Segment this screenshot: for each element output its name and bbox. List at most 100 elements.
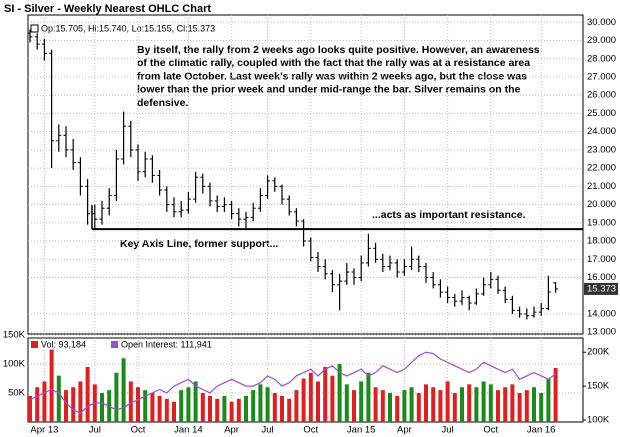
y-tick-label: 24.000 — [587, 126, 616, 137]
volume-bar — [395, 395, 400, 422]
volume-bar — [366, 372, 371, 422]
y-tick-label: 28.000 — [587, 53, 616, 64]
volume-bar — [452, 393, 457, 422]
x-tick-label: Jan 15 — [347, 425, 376, 436]
volume-bar — [208, 395, 212, 422]
volume-bar — [316, 381, 320, 422]
legend-swatch — [30, 24, 39, 33]
volume-bar — [344, 384, 349, 422]
y2-tick-label: 100K — [587, 414, 610, 425]
y-tick-label: 25.000 — [587, 108, 616, 119]
volume-bar — [359, 381, 364, 422]
y2-tick-label: 200K — [587, 347, 610, 358]
legend-swatch — [111, 341, 118, 348]
x-tick-label: Jan 16 — [527, 425, 556, 436]
volume-bar — [42, 381, 47, 422]
volume-bar — [28, 395, 32, 422]
volume-bar — [287, 398, 292, 422]
oi-line — [29, 351, 556, 414]
ohlc-legend: Op:15.705, Hi:15.740, Lo:15.155, Cl:15.3… — [41, 23, 215, 33]
volume-bar — [539, 393, 544, 422]
x-tick-label: Apr — [224, 425, 239, 436]
y-tick-label: 19.000 — [587, 217, 616, 228]
volume-bar — [229, 401, 234, 422]
volume-bar — [222, 395, 227, 422]
y-tick-label: 100K — [3, 359, 26, 370]
x-tick-label: Jul — [89, 425, 101, 436]
y-tick-label: 30.000 — [587, 17, 616, 28]
y-tick-label: 20.000 — [587, 199, 616, 210]
annotation-line: defensive. — [137, 97, 188, 109]
volume-bar — [352, 390, 356, 422]
y-tick-label: 29.000 — [587, 35, 616, 46]
y-tick-label: 21.000 — [587, 181, 616, 192]
support-note: Key Axis Line, former support... — [120, 238, 278, 250]
volume-bar — [258, 384, 263, 422]
volume-bar — [49, 349, 54, 422]
y-tick-label: 14.000 — [587, 308, 616, 319]
volume-bar — [85, 366, 90, 422]
volume-bar — [143, 390, 148, 422]
volume-bar — [517, 393, 522, 422]
annotation: By itself, the rally from 2 weeks ago lo… — [137, 44, 540, 109]
volume-bar — [172, 401, 176, 422]
volume-bar — [424, 384, 428, 422]
volume-bar — [64, 390, 68, 422]
volume-bar — [215, 398, 220, 422]
y-tick-label: 13.000 — [587, 327, 616, 338]
volume-bar — [280, 395, 284, 422]
volume-bar — [236, 398, 241, 422]
annotation-line: By itself, the rally from 2 weeks ago lo… — [137, 44, 540, 56]
volume-bar — [150, 393, 155, 422]
y-tick-label: 17.000 — [587, 254, 616, 265]
volume-bar — [186, 387, 191, 422]
volume-bar — [265, 387, 270, 422]
volume-bar — [114, 372, 119, 422]
volume-bar — [71, 387, 76, 422]
volume-bar — [157, 395, 162, 422]
y-tick-label: 16.000 — [587, 272, 616, 283]
x-tick-label: Jul — [262, 425, 274, 436]
volume-bar — [438, 390, 443, 422]
volume-bar — [388, 393, 392, 422]
volume-bar — [100, 393, 104, 422]
x-tick-label: Apr 13 — [30, 425, 58, 436]
volume-bar — [402, 390, 407, 422]
volume-bar — [323, 366, 328, 422]
x-tick-label: Jan 14 — [174, 425, 203, 436]
y-tick-label: 26.000 — [587, 90, 616, 101]
volume-bar — [488, 384, 493, 422]
volume-bar — [474, 387, 479, 422]
volume-bar — [78, 381, 83, 422]
volume-bar — [481, 381, 486, 422]
volume-bar — [244, 395, 248, 422]
volume-bar — [121, 358, 126, 422]
annotation-line: from late October. Last week’s rally was… — [137, 70, 527, 82]
volume-bar — [546, 378, 551, 422]
x-tick-label: Oct — [303, 425, 318, 436]
volume-bar — [337, 364, 342, 422]
last-price: 15.373 — [587, 283, 616, 294]
y-tick-label: 150K — [3, 330, 26, 341]
volume-bar — [416, 393, 421, 422]
volume-bar — [179, 390, 184, 422]
volume-bar — [193, 381, 198, 422]
volume-bar — [553, 368, 558, 422]
y-tick-label: 27.000 — [587, 71, 616, 82]
volume-bar — [56, 375, 61, 422]
volume-bar — [460, 387, 464, 422]
volume-bar — [308, 372, 313, 422]
y2-tick-label: 150K — [587, 381, 610, 392]
x-tick-label: Oct — [483, 425, 498, 436]
x-tick-label: Oct — [131, 425, 146, 436]
volume-bar — [445, 381, 450, 422]
volume-bar — [35, 387, 40, 422]
resistance-note: ...acts as important resistance. — [372, 209, 526, 221]
legend-swatch — [31, 341, 38, 348]
volume-bar — [409, 387, 414, 422]
annotation-line: lower than the prior week and under mid-… — [137, 84, 520, 96]
x-tick-label: Jul — [442, 425, 454, 436]
volume-bar — [200, 393, 205, 422]
